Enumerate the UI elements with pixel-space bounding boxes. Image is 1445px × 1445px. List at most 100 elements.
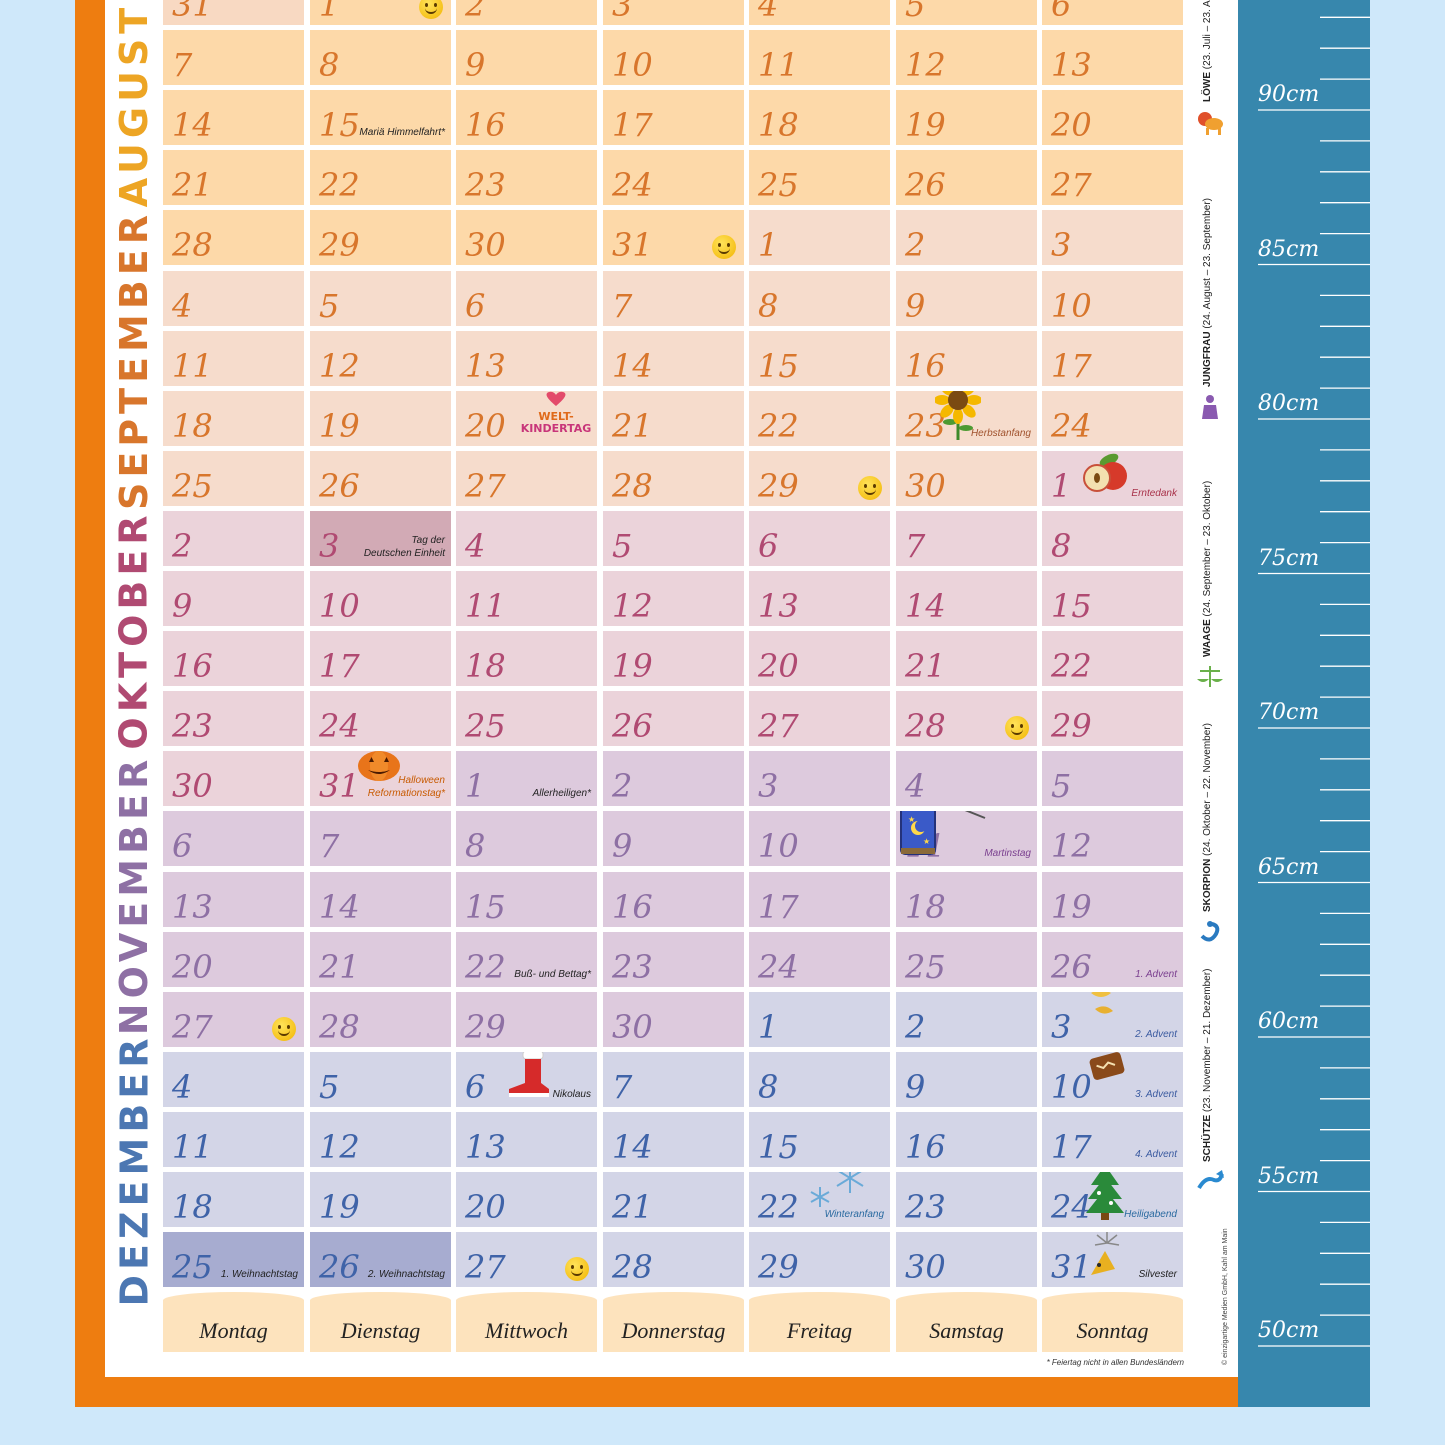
calendar-day-cell: 23 <box>163 691 304 746</box>
tree-icon <box>1085 1172 1125 1225</box>
weekday-label: Samstag <box>929 1318 1004 1343</box>
day-number: 20 <box>758 647 799 685</box>
calendar-day-cell: 28 <box>896 691 1037 746</box>
weekday-header-samstag: Samstag <box>896 1292 1037 1352</box>
calendar-day-cell: 2 <box>456 0 597 25</box>
day-number: 13 <box>758 587 799 625</box>
weekday-label: Sonntag <box>1076 1318 1149 1343</box>
calendar-day-cell: 25 1. Weihnachtstag <box>163 1232 304 1287</box>
calendar-day-cell: 19 <box>603 631 744 686</box>
calendar-day-cell: 13 <box>1042 30 1183 85</box>
calendar-day-cell: 13 <box>456 331 597 386</box>
calendar-day-cell: 26 <box>310 451 451 506</box>
day-number: 27 <box>758 707 799 745</box>
calendar-day-cell: 31 Halloween Reformationstag* <box>310 751 451 806</box>
calendar-day-cell: 23 Herbstanfang <box>896 391 1037 446</box>
calendar-day-cell: 9 <box>163 571 304 626</box>
day-number: 2 <box>905 226 926 264</box>
calendar-day-cell: 10 <box>310 571 451 626</box>
calendar-day-cell: 5 <box>310 1052 451 1107</box>
day-number: 24 <box>319 707 360 745</box>
day-number: 18 <box>172 407 213 445</box>
day-number: 23 <box>905 1188 946 1226</box>
calendar-paper <box>105 0 1238 1377</box>
day-number: 14 <box>172 106 213 144</box>
day-number: 6 <box>172 827 193 865</box>
calendar-day-cell: 1 <box>749 210 890 265</box>
calendar-day-cell: 10 3. Advent <box>1042 1052 1183 1107</box>
calendar-day-cell: 25 <box>456 691 597 746</box>
calendar-day-cell: 9 <box>896 271 1037 326</box>
calendar-day-cell: 25 <box>896 932 1037 987</box>
calendar-day-cell: 30 <box>603 992 744 1047</box>
day-number: 19 <box>319 1188 360 1226</box>
day-number: 9 <box>905 287 926 325</box>
day-number: 11 <box>172 347 213 385</box>
calendar-day-cell: 11 <box>456 571 597 626</box>
day-number: 8 <box>1051 527 1072 565</box>
day-number: 6 <box>465 287 486 325</box>
day-number: 17 <box>758 888 799 926</box>
day-number: 22 <box>758 407 799 445</box>
day-number: 25 <box>905 948 946 986</box>
day-number: 25 <box>172 1248 213 1286</box>
day-event-label: Mariä Himmelfahrt* <box>359 126 445 138</box>
calendar-day-cell: 8 <box>310 30 451 85</box>
calendar-day-cell: 21 <box>896 631 1037 686</box>
zodiac-sign-3: WAAGE (24. September – 23. Oktober) <box>1190 480 1234 695</box>
day-number: 12 <box>612 587 653 625</box>
day-number: 15 <box>758 1128 799 1166</box>
calendar-day-cell: 20 <box>163 932 304 987</box>
ruler-cm-label: 85cm <box>1258 237 1320 262</box>
calendar-day-cell: 29 <box>456 992 597 1047</box>
cookies-icon <box>1087 992 1123 1029</box>
svg-text:WELT-: WELT- <box>538 410 573 423</box>
calendar-day-cell: 8 <box>749 271 890 326</box>
calendar-day-cell: 27 <box>749 691 890 746</box>
calendar-day-cell: 20 WELT- KINDERTAG <box>456 391 597 446</box>
day-number: 25 <box>172 467 213 505</box>
day-number: 10 <box>319 587 360 625</box>
day-number: 17 <box>612 106 653 144</box>
calendar-day-cell: 24 Heiligabend <box>1042 1172 1183 1227</box>
calendar-day-cell: 19 <box>1042 872 1183 927</box>
day-number: 13 <box>172 888 213 926</box>
calendar-day-cell: 29 <box>1042 691 1183 746</box>
zodiac-label: WAAGE (24. September – 23. Oktober) <box>1202 481 1213 657</box>
lion-icon <box>1196 108 1224 136</box>
calendar-day-cell: 4 <box>163 271 304 326</box>
day-number: 12 <box>319 1128 360 1166</box>
smiley-icon <box>858 476 882 500</box>
day-number: 4 <box>172 1068 193 1106</box>
calendar-day-cell: 2 <box>896 210 1037 265</box>
calendar-day-cell: 17 <box>749 872 890 927</box>
calendar-day-cell: 9 <box>896 1052 1037 1107</box>
day-event-label: 1. Advent <box>1135 968 1177 980</box>
day-number: 16 <box>465 106 506 144</box>
ruler-cm-label: 50cm <box>1258 1318 1320 1343</box>
day-event-label: Tag der Deutschen Einheit <box>363 535 445 559</box>
day-number: 3 <box>758 767 779 805</box>
weekday-header-donnerstag: Donnerstag <box>603 1292 744 1352</box>
day-number: 8 <box>319 46 340 84</box>
day-number: 19 <box>612 647 653 685</box>
zodiac-sign-1: LÖWE (23. Juli – 23. August) <box>1190 0 1234 140</box>
day-number: 6 <box>1051 0 1072 24</box>
calendar-day-cell: 10 <box>603 30 744 85</box>
day-number: 14 <box>319 888 360 926</box>
day-number: 29 <box>758 467 799 505</box>
calendar-day-cell: 27 <box>456 1232 597 1287</box>
calendar-day-cell: 24 <box>1042 391 1183 446</box>
calendar-day-cell: 31 Silvester <box>1042 1232 1183 1287</box>
zodiac-name: SKORPION <box>1202 858 1213 912</box>
calendar-day-cell: 5 <box>310 271 451 326</box>
day-number: 16 <box>905 347 946 385</box>
calendar-day-cell: 22 Winteranfang <box>749 1172 890 1227</box>
calendar-day-cell: 6 Nikolaus <box>456 1052 597 1107</box>
calendar-day-cell: 12 <box>1042 811 1183 866</box>
day-number: 12 <box>905 46 946 84</box>
day-number: 1 <box>758 1008 779 1046</box>
day-number: 15 <box>758 347 799 385</box>
day-number: 20 <box>172 948 213 986</box>
calendar-day-cell: 21 <box>163 150 304 205</box>
